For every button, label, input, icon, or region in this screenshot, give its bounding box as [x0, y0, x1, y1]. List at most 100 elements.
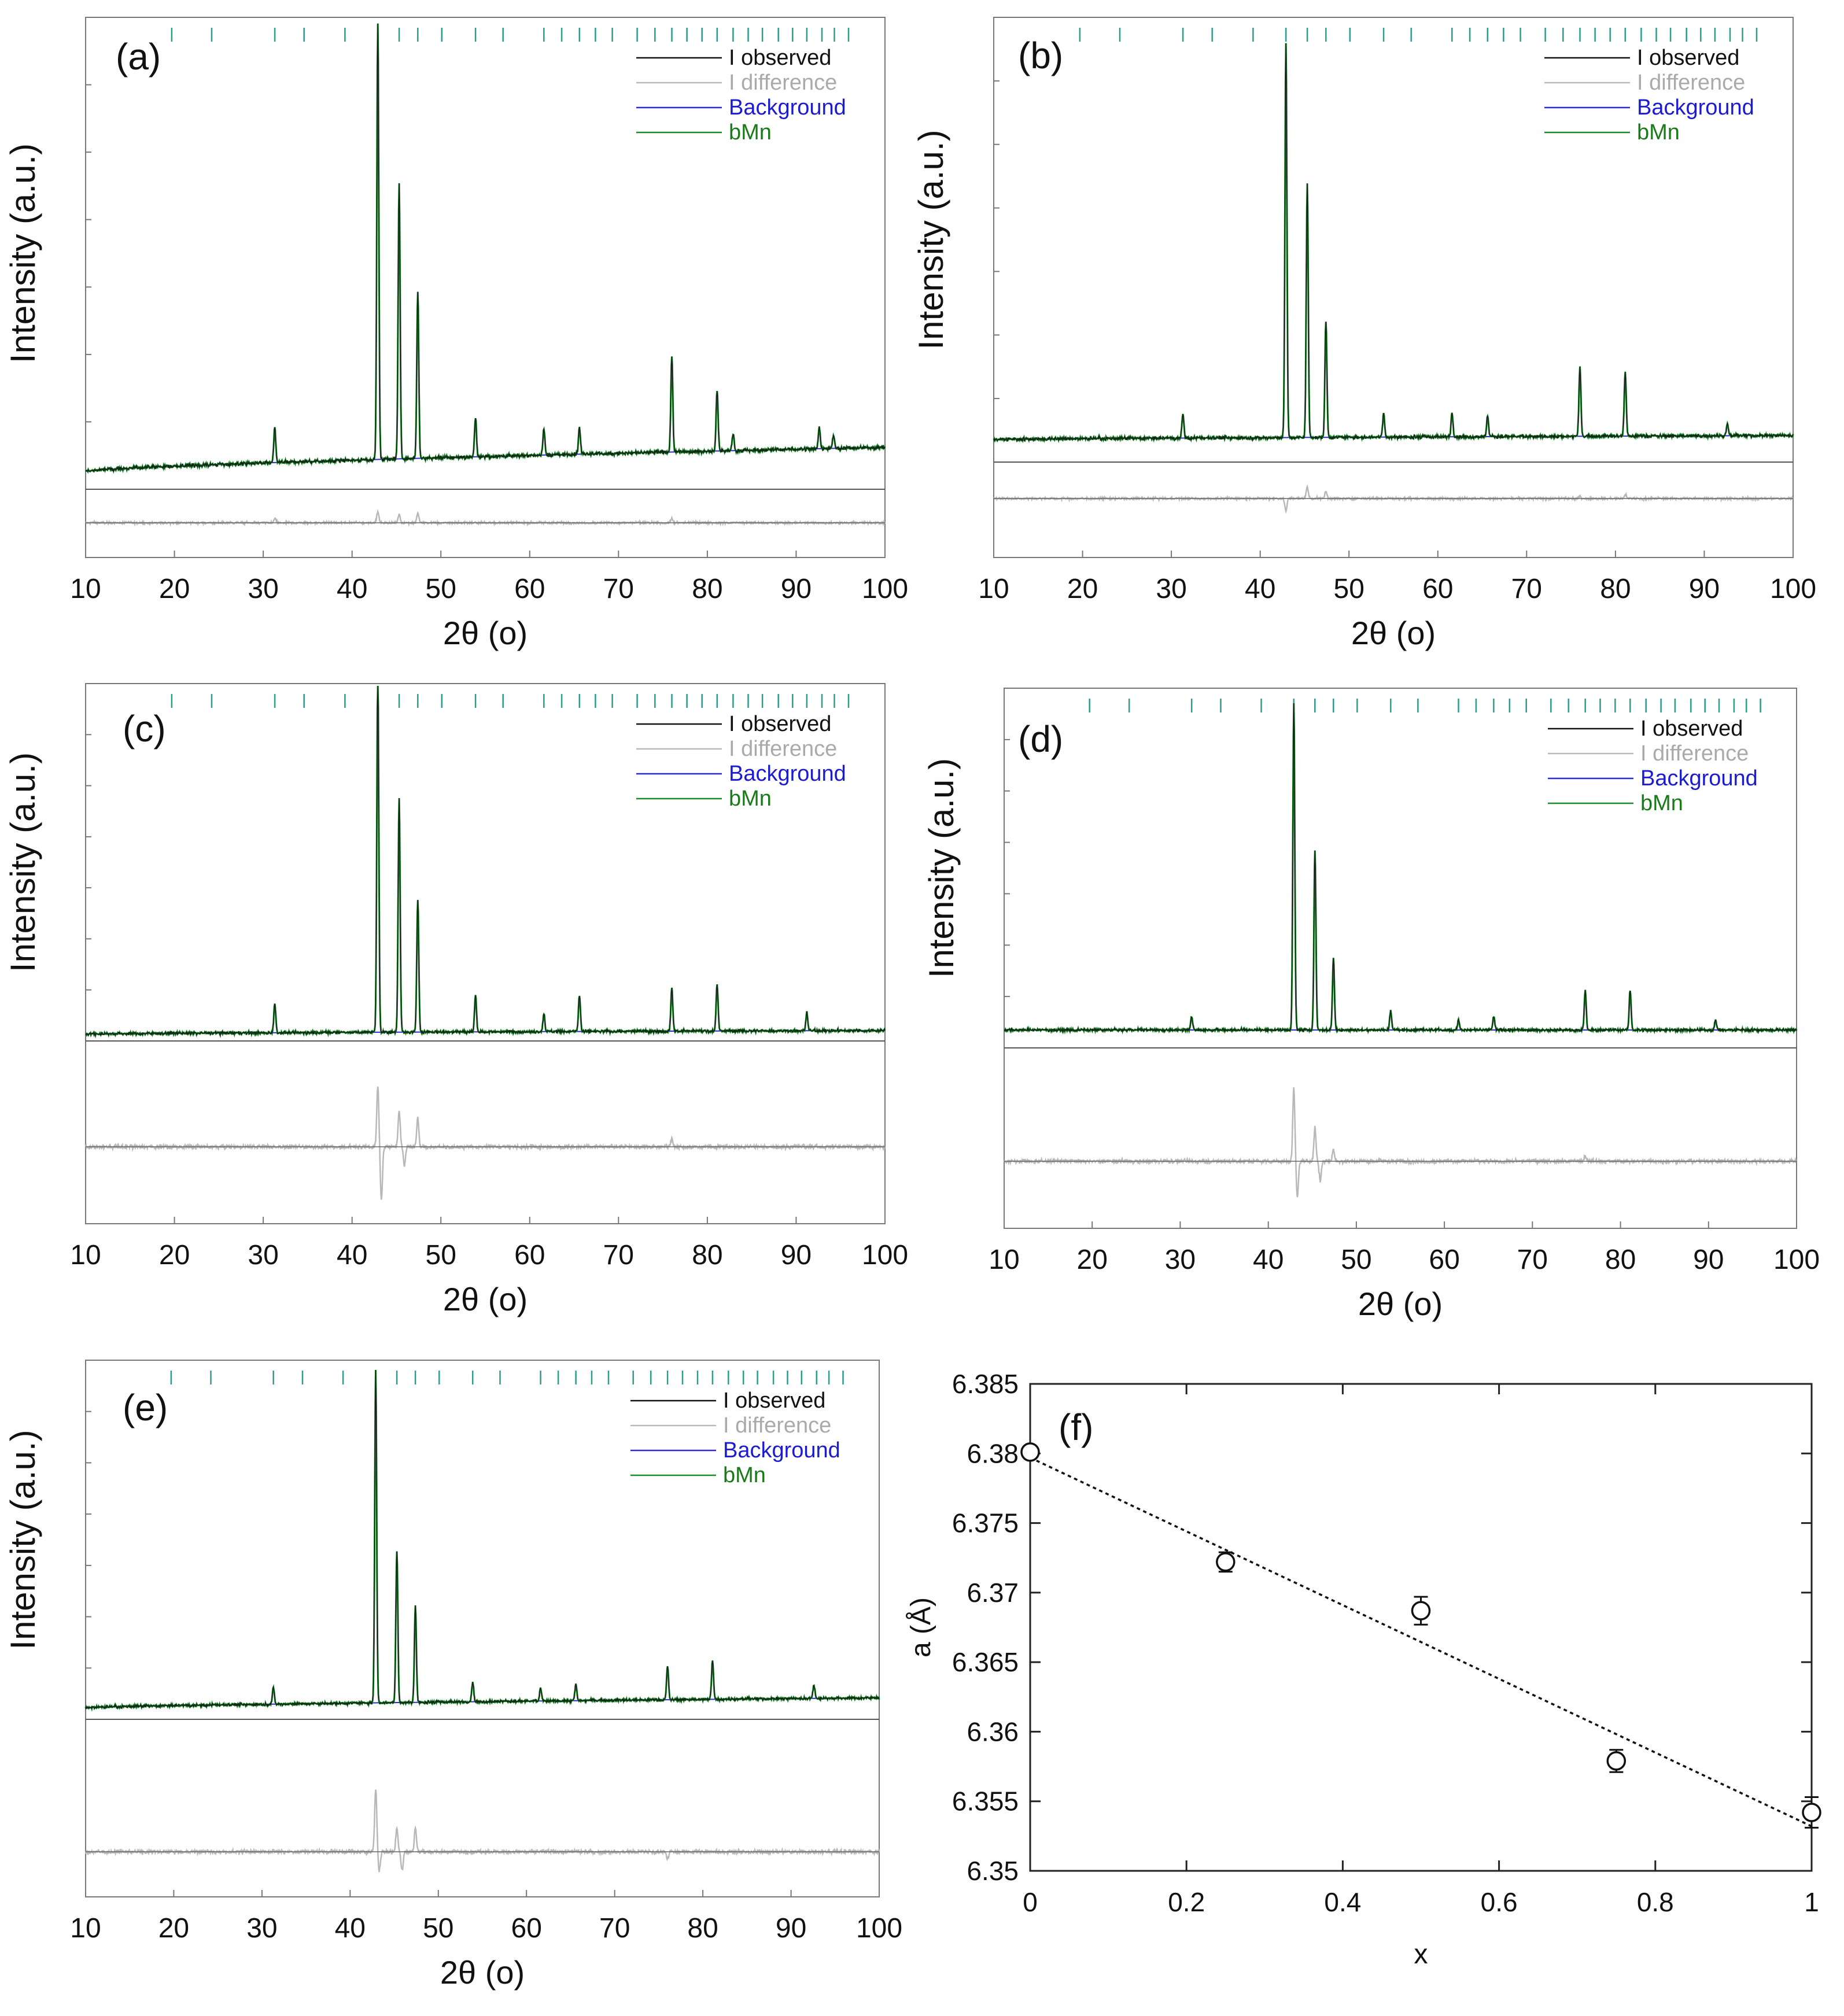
x-tick-label: 10: [70, 574, 101, 604]
x-tick-label: 40: [1253, 1245, 1284, 1275]
data-point: [1020, 1442, 1040, 1462]
x-tick-label: 100: [862, 1240, 908, 1271]
x-tick-label: 10: [70, 1240, 101, 1271]
legend-label: I observed: [1637, 46, 1739, 70]
legend-label: bMn: [729, 120, 772, 145]
x-tick-label: 1: [1804, 1887, 1819, 1917]
x-tick-label: 20: [159, 574, 190, 604]
panel-label: (a): [116, 36, 161, 77]
x-tick-label: 70: [1517, 1245, 1548, 1275]
x-tick-label: 90: [781, 1240, 812, 1271]
y-axis-label: Intensity (a.u.): [922, 758, 961, 978]
xrd-panel-c: 10 20 30 40 50 60 70 80 90 100 2θ (o) Intensity (a.…: [3, 683, 908, 1317]
x-tick-label: 80: [1605, 1245, 1636, 1275]
legend-label: bMn: [1640, 791, 1683, 815]
x-tick-label: 0.4: [1324, 1887, 1361, 1917]
x-tick-label: 30: [246, 1913, 277, 1944]
difference-curve: [1003, 1087, 1797, 1198]
legend-label: Background: [729, 762, 846, 786]
x-tick-label: 40: [335, 1913, 366, 1944]
y-axis-label: Intensity (a.u.): [3, 752, 42, 972]
y-tick-label: 6.36: [967, 1716, 1019, 1747]
legend-label: bMn: [729, 787, 772, 811]
x-tick-label: 60: [1422, 574, 1453, 604]
plot-frame: [85, 683, 886, 1224]
legend-label: I difference: [729, 71, 837, 95]
x-tick-label: 20: [1067, 574, 1098, 604]
x-tick-label: 0: [1023, 1887, 1038, 1917]
x-tick-label: 20: [158, 1913, 189, 1944]
plot-frame: [1029, 1383, 1813, 1872]
legend-label: I observed: [729, 712, 831, 736]
y-tick-label: 6.38: [967, 1438, 1019, 1468]
x-tick-label: 80: [687, 1913, 718, 1944]
x-tick-label: 50: [423, 1913, 453, 1944]
x-axis-label: 2θ (o): [440, 1954, 525, 1991]
x-tick-label: 30: [248, 574, 278, 604]
x-tick-label: 100: [1773, 1245, 1820, 1275]
x-tick-label: 70: [603, 1240, 634, 1271]
x-axis-label: 2θ (o): [1351, 615, 1436, 651]
difference-curve: [84, 1789, 880, 1873]
x-tick-label: 0.2: [1168, 1887, 1205, 1917]
y-tick-label: 6.365: [952, 1647, 1019, 1677]
y-axis-label: Intensity (a.u.): [912, 130, 950, 349]
x-tick-label: 10: [70, 1913, 101, 1944]
legend-label: I difference: [729, 737, 837, 761]
data-point: [1216, 1552, 1236, 1572]
x-axis-label: x: [1414, 1939, 1428, 1970]
xrd-panel-b: 10 20 30 40 50 60 70 80 90 100 2θ (o) Intensity (a.…: [912, 17, 1816, 651]
legend-label: I observed: [1640, 717, 1743, 741]
x-tick-label: 100: [856, 1913, 902, 1944]
x-axis-label: 2θ (o): [443, 1281, 528, 1317]
x-tick-label: 90: [1689, 574, 1720, 604]
x-tick-label: 20: [159, 1240, 190, 1271]
y-tick-label: 6.385: [952, 1369, 1019, 1399]
x-tick-label: 70: [599, 1913, 630, 1944]
x-tick-label: 90: [1693, 1245, 1724, 1275]
x-tick-label: 90: [781, 574, 812, 604]
x-tick-label: 40: [337, 574, 367, 604]
legend-label: bMn: [1637, 120, 1680, 145]
linear-fit-line: [1030, 1456, 1812, 1827]
xrd-panel-e: 10 20 30 40 50 60 70 80 90 100 2θ (o) Intensity (a.…: [3, 1360, 902, 1991]
legend-label: Background: [723, 1438, 840, 1463]
x-axis-label: 2θ (o): [443, 615, 528, 651]
x-tick-label: 40: [1245, 574, 1275, 604]
x-tick-label: 70: [603, 574, 634, 604]
x-tick-label: 50: [1334, 574, 1364, 604]
y-axis-label: Intensity (a.u.): [3, 1430, 42, 1649]
data-point: [1802, 1803, 1821, 1822]
data-point: [1606, 1751, 1627, 1771]
x-tick-label: 80: [692, 574, 722, 604]
panel-label: (c): [123, 708, 166, 749]
x-tick-label: 100: [1770, 574, 1816, 604]
plot-frame: [85, 1360, 880, 1897]
x-tick-label: 50: [426, 1240, 456, 1271]
x-tick-label: 0.8: [1637, 1887, 1674, 1917]
x-tick-label: 90: [776, 1913, 806, 1944]
panel-label: (f): [1059, 1406, 1093, 1448]
difference-curve: [993, 484, 1794, 514]
panel-label: (d): [1018, 718, 1063, 760]
x-tick-label: 70: [1511, 574, 1542, 604]
x-tick-label: 60: [514, 1240, 545, 1271]
xrd-panel-a: 10 20 30 40 50 60 70 80 90 100 2θ (o) Intensity (a.…: [3, 17, 908, 651]
plot-frame: [1004, 688, 1797, 1229]
legend-label: I difference: [1640, 741, 1749, 766]
y-tick-label: 6.37: [967, 1578, 1019, 1608]
difference-curve: [84, 1086, 886, 1200]
x-tick-label: 80: [692, 1240, 722, 1271]
legend-label: Background: [1640, 766, 1758, 791]
legend-label: bMn: [723, 1463, 766, 1487]
y-axis-label: Intensity (a.u.): [3, 143, 42, 363]
x-tick-label: 60: [514, 574, 545, 604]
legend-label: I difference: [723, 1413, 831, 1438]
y-tick-label: 6.355: [952, 1786, 1019, 1816]
plot-frame: [993, 17, 1794, 558]
x-axis-label: 2θ (o): [1358, 1286, 1443, 1322]
x-tick-label: 60: [511, 1913, 542, 1944]
x-tick-label: 30: [248, 1240, 278, 1271]
y-axis-label: a (Å): [906, 1597, 936, 1657]
x-tick-label: 100: [862, 574, 908, 604]
